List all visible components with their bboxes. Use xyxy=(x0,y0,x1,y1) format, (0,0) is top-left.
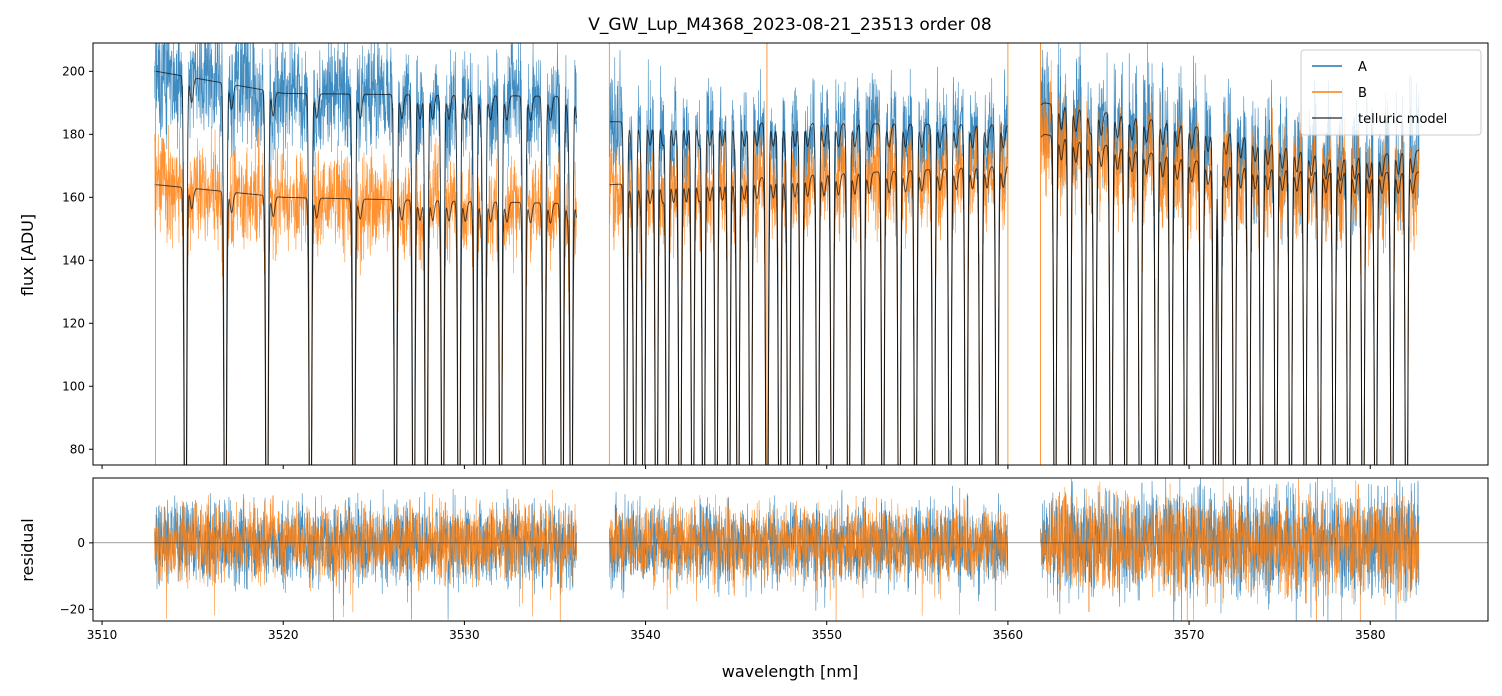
bottom-ytick-label--20: −20 xyxy=(60,602,85,616)
top-ytick-label-140: 140 xyxy=(62,253,85,267)
top-ytick-label-180: 180 xyxy=(62,127,85,141)
spectrum-panel: 80 100 120 140 160 180 200 xyxy=(62,42,1489,469)
spectrum-axes-frame xyxy=(92,42,1489,466)
legend-label-a: A xyxy=(1358,60,1367,75)
residual-axes-frame xyxy=(92,477,1489,622)
residual-b-seg0 xyxy=(154,489,577,621)
bottom-xtick-label-3510: 3510 xyxy=(87,628,118,642)
residual-b-seg1 xyxy=(609,494,1009,621)
chart-title: V_GW_Lup_M4368_2023-08-21_23513 order 08 xyxy=(588,15,991,35)
top-ytick-label-100: 100 xyxy=(62,379,85,393)
bottom-xtick-label-3540: 3540 xyxy=(630,628,661,642)
top-ylabel: flux [ADU] xyxy=(18,214,37,296)
telluric-model-b-seg1 xyxy=(609,165,1009,465)
residual-a-seg1 xyxy=(609,485,1009,611)
top-ytick-label-80: 80 xyxy=(70,442,85,456)
spectrum-plot-area xyxy=(154,43,1420,465)
residual-panel: −20 0 3510 3520 3530 3540 3550 3560 3570 3580 xyxy=(60,477,1489,642)
telluric-model-b-seg2 xyxy=(1040,133,1420,465)
telluric-model-a-seg0 xyxy=(154,70,578,465)
telluric-model-a-seg2 xyxy=(1040,102,1420,465)
legend: A B telluric model xyxy=(1300,49,1482,136)
series-a-line-seg0 xyxy=(154,43,577,465)
bottom-ytick-label-0: 0 xyxy=(77,536,85,550)
residual-plot-area xyxy=(93,478,1488,621)
bottom-xtick-label-3550: 3550 xyxy=(811,628,842,642)
bottom-xtick-label-3580: 3580 xyxy=(1355,628,1386,642)
top-ytick-label-160: 160 xyxy=(62,190,85,204)
xlabel: wavelength [nm] xyxy=(722,662,859,681)
legend-frame xyxy=(1300,49,1482,136)
bottom-ylabel: residual xyxy=(18,518,37,581)
bottom-xtick-label-3560: 3560 xyxy=(993,628,1024,642)
series-b-line-seg2 xyxy=(1040,59,1420,465)
bottom-xtick-label-3530: 3530 xyxy=(449,628,480,642)
top-ytick-label-120: 120 xyxy=(62,316,85,330)
legend-label-b: B xyxy=(1358,86,1367,101)
telluric-model-b-seg0 xyxy=(154,184,578,465)
bottom-xtick-label-3570: 3570 xyxy=(1174,628,1205,642)
residual-b-seg2 xyxy=(1040,478,1420,621)
legend-label-model: telluric model xyxy=(1358,112,1447,127)
telluric-model-a-seg1 xyxy=(609,121,1009,465)
top-ytick-label-200: 200 xyxy=(62,64,85,78)
bottom-xtick-label-3520: 3520 xyxy=(268,628,299,642)
